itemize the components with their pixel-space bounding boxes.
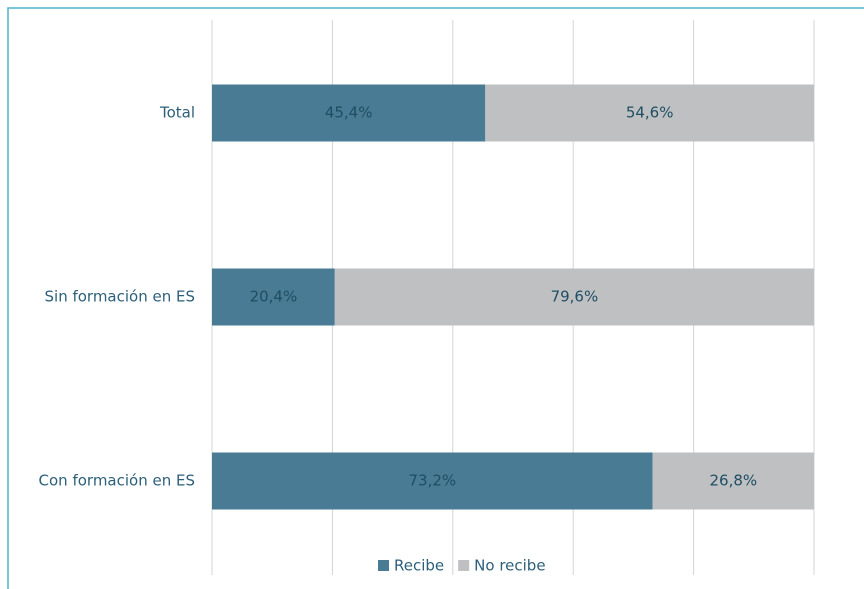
legend-swatch <box>378 560 389 571</box>
data-label: 20,4% <box>250 288 298 306</box>
y-tick-label: Sin formación en ES <box>45 288 196 306</box>
data-label: 73,2% <box>409 472 457 490</box>
data-label: 54,6% <box>626 104 674 122</box>
bar-segment <box>212 452 653 510</box>
frame <box>7 7 864 589</box>
bar-segment <box>212 268 335 326</box>
legend-label: No recibe <box>474 557 545 575</box>
data-label: 26,8% <box>710 472 758 490</box>
y-tick-label: Con formación en ES <box>39 472 195 490</box>
bar-segment <box>212 84 486 142</box>
bar-segment <box>334 268 814 326</box>
bar-segment <box>652 452 814 510</box>
legend-swatch <box>458 560 470 571</box>
bar-segment <box>485 84 814 142</box>
data-label: 45,4% <box>325 104 373 122</box>
legend-label: Recibe <box>394 557 444 575</box>
y-tick-label: Total <box>159 104 195 122</box>
data-label: 79,6% <box>551 288 599 306</box>
